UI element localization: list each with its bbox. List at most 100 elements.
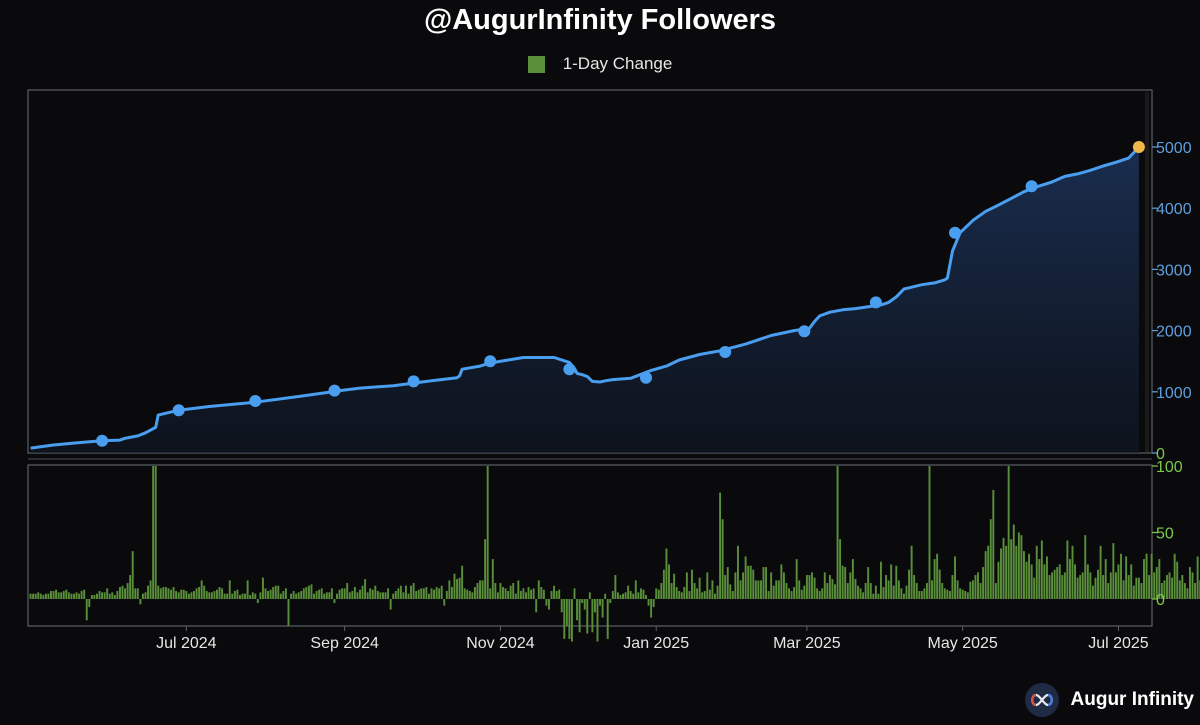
change-bar [941, 583, 944, 599]
y-tick-label: 4000 [1156, 201, 1192, 218]
change-bar [336, 593, 338, 599]
change-bar [37, 592, 40, 599]
change-bar [42, 595, 45, 599]
change-bar [1053, 569, 1056, 599]
change-bar [512, 583, 515, 599]
change-bar [1178, 580, 1181, 599]
change-bar [673, 573, 676, 599]
change-bar [473, 587, 476, 599]
change-bar [203, 585, 206, 599]
change-bar [422, 588, 425, 599]
change-bar [851, 559, 854, 599]
followers-marker [172, 404, 185, 417]
change-bar [698, 577, 701, 599]
change-bar [780, 564, 783, 599]
change-bar [389, 599, 392, 610]
change-bar [583, 599, 586, 610]
change-bar [1028, 553, 1031, 599]
followers-area-fill [30, 147, 1139, 453]
change-bar [869, 583, 872, 599]
change-bar [1183, 583, 1186, 599]
change-bar [182, 589, 185, 599]
change-bar [1189, 567, 1191, 599]
followers-marker [563, 363, 576, 376]
change-bar [1181, 575, 1184, 599]
change-bar [696, 588, 699, 599]
change-bar [236, 589, 239, 599]
change-bar [1125, 556, 1128, 599]
change-bar [295, 593, 298, 599]
x-tick-label: Nov 2024 [466, 635, 535, 652]
change-bars [29, 466, 1200, 642]
change-bar [221, 588, 224, 599]
change-bar [685, 572, 688, 599]
change-bar [407, 593, 410, 599]
followers-markers [96, 141, 1145, 447]
change-bar [218, 587, 221, 599]
change-bar [282, 591, 285, 599]
axes: 0 1000 2000 3000 4000 5000 0 50 100 Jul 2024 Sep 2… [156, 90, 1192, 652]
change-bar [931, 580, 933, 599]
change-bar [639, 588, 642, 599]
change-bar [956, 580, 959, 599]
followers-line [30, 145, 1140, 450]
change-bar [782, 572, 785, 599]
change-bar [734, 572, 737, 599]
change-bar [525, 592, 527, 599]
change-bar [757, 580, 760, 599]
change-bar [599, 599, 602, 606]
change-bar [62, 591, 65, 599]
change-bar [632, 593, 635, 599]
change-bar [466, 589, 469, 599]
change-bar [1086, 564, 1089, 599]
change-bar [1043, 564, 1046, 599]
change-bar [739, 580, 742, 599]
change-bar [540, 587, 543, 599]
change-bar [101, 592, 104, 599]
change-bar [1145, 553, 1148, 599]
change-bar [706, 572, 709, 599]
change-bar [749, 565, 752, 599]
change-bar [85, 599, 88, 621]
change-bar [70, 593, 73, 599]
change-bar [440, 585, 443, 599]
change-bar [1005, 545, 1008, 599]
y2-tick-label: 0 [1156, 592, 1165, 609]
change-bar [1076, 577, 1079, 599]
change-bar [777, 580, 780, 599]
change-bar [882, 587, 885, 599]
change-bar [44, 593, 47, 599]
change-bar [645, 595, 647, 599]
change-bar [57, 592, 60, 599]
change-bar [752, 569, 755, 599]
change-bar [476, 583, 479, 599]
change-bar [803, 585, 806, 599]
change-bar [481, 580, 484, 599]
change-bar [1066, 540, 1069, 599]
change-bar [1168, 572, 1171, 599]
change-bar [759, 580, 762, 599]
change-bar [670, 583, 673, 599]
change-bar [841, 565, 844, 599]
change-bar [719, 492, 722, 599]
change-bar [571, 599, 573, 642]
change-bar [857, 585, 859, 599]
change-bar [129, 575, 132, 599]
change-bar [537, 580, 540, 599]
change-bar [790, 591, 793, 599]
change-bar [479, 580, 481, 599]
change-bar [867, 567, 870, 599]
change-bar [241, 593, 244, 599]
change-bar [897, 580, 900, 599]
change-bar [530, 589, 533, 599]
change-bar [650, 599, 653, 618]
chart-title: @AugurInfinity Followers [423, 4, 777, 36]
change-bar [550, 591, 553, 599]
change-bar [925, 583, 928, 599]
x-tick-label: Jan 2025 [623, 635, 689, 652]
change-bar [371, 589, 374, 599]
change-bar [450, 587, 453, 599]
change-bar [1056, 567, 1059, 599]
change-bar [785, 583, 788, 599]
change-bar [665, 548, 668, 599]
